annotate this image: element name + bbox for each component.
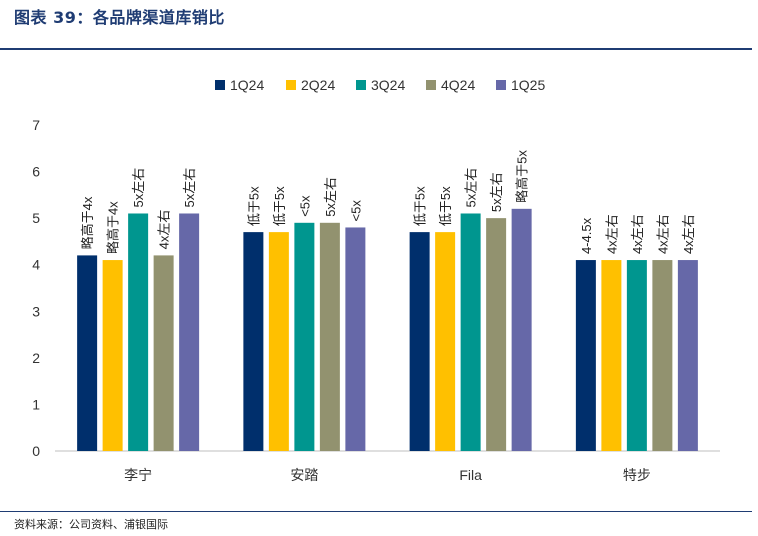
figure-title: 图表 39：各品牌渠道库销比 [14,8,225,27]
data-label-3Q24-2: 5x左右 [464,168,479,208]
legend-swatch-1Q25 [496,80,506,90]
data-label-2Q24-2: 低于5x [438,186,453,226]
legend-swatch-2Q24 [286,80,296,90]
legend-swatch-3Q24 [356,80,366,90]
data-label-4Q24-3: 4x左右 [655,214,670,254]
data-label-1Q24-3: 4-4.5x [579,217,594,254]
bar-4Q24-3 [652,260,673,451]
bar-1Q25-1 [345,227,366,451]
y-tick-label: 3 [32,303,40,319]
y-tick-label: 1 [32,396,40,412]
data-label-2Q24-0: 略高于4x [106,201,121,254]
y-tick-label: 7 [32,117,40,133]
data-label-1Q24-1: 低于5x [246,186,261,226]
y-tick-label: 6 [32,164,40,180]
legend-label-1Q25: 1Q25 [511,77,545,93]
bar-2Q24-2 [435,232,456,451]
legend-label-1Q24: 1Q24 [230,77,264,93]
bar-2Q24-0 [102,260,123,451]
bar-4Q24-1 [319,222,340,451]
y-tick-label: 4 [32,257,40,273]
data-label-1Q25-0: 5x左右 [182,168,197,208]
y-tick-label: 2 [32,350,40,366]
x-category-label: Fila [459,467,482,483]
bar-3Q24-2 [460,213,481,451]
bar-1Q25-0 [179,213,200,451]
bar-4Q24-0 [153,255,174,451]
data-label-3Q24-0: 5x左右 [131,168,146,208]
data-label-1Q24-2: 低于5x [413,186,428,226]
data-label-4Q24-2: 5x左右 [489,172,504,212]
y-tick-label: 5 [32,210,40,226]
legend-label-4Q24: 4Q24 [441,77,475,93]
data-label-2Q24-3: 4x左右 [604,214,619,254]
bar-1Q24-1 [243,232,264,451]
x-category-label: 特步 [623,467,651,483]
bar-4Q24-2 [486,218,507,451]
legend-label-2Q24: 2Q24 [301,77,335,93]
bar-1Q24-0 [77,255,98,451]
x-category-label: 李宁 [124,467,152,483]
data-label-1Q25-3: 4x左右 [681,214,696,254]
bar-3Q24-3 [626,260,647,451]
data-label-4Q24-0: 4x左右 [157,210,172,250]
bar-1Q24-2 [409,232,430,451]
title-rule [0,48,752,50]
data-label-1Q25-1: <5x [348,200,363,222]
legend-label-3Q24: 3Q24 [371,77,405,93]
data-label-2Q24-1: 低于5x [272,186,287,226]
bar-3Q24-1 [294,222,315,451]
bar-2Q24-1 [268,232,289,451]
y-tick-label: 0 [32,443,40,459]
source-note: 资料来源：公司资料、浦银国际 [14,518,168,531]
data-label-1Q25-2: 略高于5x [515,150,530,203]
bar-3Q24-0 [128,213,149,451]
data-label-3Q24-3: 4x左右 [630,214,645,254]
data-label-3Q24-1: <5x [297,195,312,217]
bar-1Q25-3 [677,260,698,451]
legend-swatch-1Q24 [215,80,225,90]
bar-1Q24-3 [575,260,596,451]
data-label-4Q24-1: 5x左右 [323,177,338,217]
source-rule [0,511,752,512]
x-category-label: 安踏 [290,467,318,483]
bar-1Q25-2 [511,208,532,451]
legend-swatch-4Q24 [426,80,436,90]
data-label-1Q24-0: 略高于4x [80,196,95,249]
bar-2Q24-3 [601,260,622,451]
